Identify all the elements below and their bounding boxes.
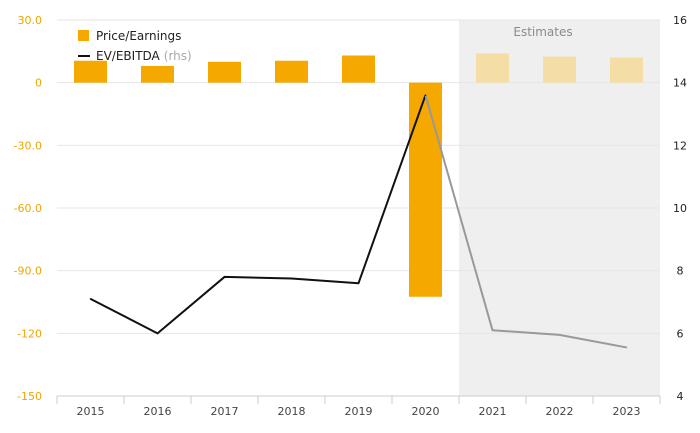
y-left-tick-label-6: -150 — [17, 390, 42, 403]
x-tick-label-2016: 2016 — [144, 405, 172, 418]
legend: Price/Earnings EV/EBITDA (rhs) — [78, 29, 192, 63]
bar-2017 — [208, 61, 241, 83]
x-tick-label-2019: 2019 — [345, 405, 373, 418]
y-left-tick-label-2: -30.0 — [14, 139, 42, 152]
y-right-tick-label-2: 12 — [673, 139, 687, 152]
line-point-2021 — [491, 329, 494, 332]
legend-label-price-earnings: Price/Earnings — [96, 29, 181, 43]
bar-2020 — [409, 82, 442, 297]
y-left-tick-label-5: -120 — [17, 327, 42, 340]
y-right-tick-label-3: 10 — [673, 202, 687, 215]
bar-2022 — [543, 56, 576, 83]
x-tick-label-2020: 2020 — [412, 405, 440, 418]
line-point-2022 — [558, 334, 561, 336]
line-point-2023 — [625, 346, 628, 349]
line-point-2018 — [290, 277, 293, 280]
y-right-tick-label-0: 16 — [673, 14, 687, 27]
x-tick-label-2015: 2015 — [77, 405, 105, 418]
bar-2016 — [141, 65, 174, 83]
y-right-tick-label-6: 4 — [677, 390, 684, 403]
line-estimate — [424, 94, 627, 349]
x-tick-label-2021: 2021 — [479, 405, 507, 418]
y-right-tick-label-5: 6 — [677, 327, 684, 340]
y-right-tick-label-4: 8 — [677, 265, 684, 278]
bar-2019 — [342, 55, 375, 83]
x-tick-label-2023: 2023 — [613, 405, 641, 418]
bar-2023 — [610, 57, 643, 83]
bar-2021 — [476, 53, 509, 83]
line-point-2019 — [357, 282, 360, 285]
x-tick-label-2018: 2018 — [278, 405, 306, 418]
bar-2018 — [275, 60, 308, 83]
line-point-2020 — [424, 94, 427, 96]
legend-swatch-price-earnings — [78, 30, 89, 41]
y-left-tick-label-1: 0 — [35, 77, 42, 90]
y-right-tick-label-1: 14 — [673, 77, 687, 90]
estimates-label: Estimates — [513, 25, 572, 39]
x-tick-label-2017: 2017 — [211, 405, 239, 418]
line-point-2016 — [156, 332, 159, 335]
line-point-2017 — [223, 276, 226, 278]
y-left-tick-label-0: 30.0 — [18, 14, 43, 27]
y-left-tick-label-3: -60.0 — [14, 202, 42, 215]
line-series-ev-ebitda — [89, 94, 628, 349]
axes: 2015 2016 2017 2018 2019 2020 2021 2022 2023 30.0… — [14, 14, 687, 418]
line-actual — [90, 94, 427, 335]
y-left-tick-label-4: -90.0 — [14, 265, 42, 278]
legend-label-ev-ebitda: EV/EBITDA (rhs) — [96, 49, 192, 63]
x-tick-label-2022: 2022 — [546, 405, 574, 418]
bar-2015 — [74, 60, 107, 83]
line-point-2015 — [89, 298, 92, 300]
bar-series-price-earnings — [74, 53, 643, 297]
